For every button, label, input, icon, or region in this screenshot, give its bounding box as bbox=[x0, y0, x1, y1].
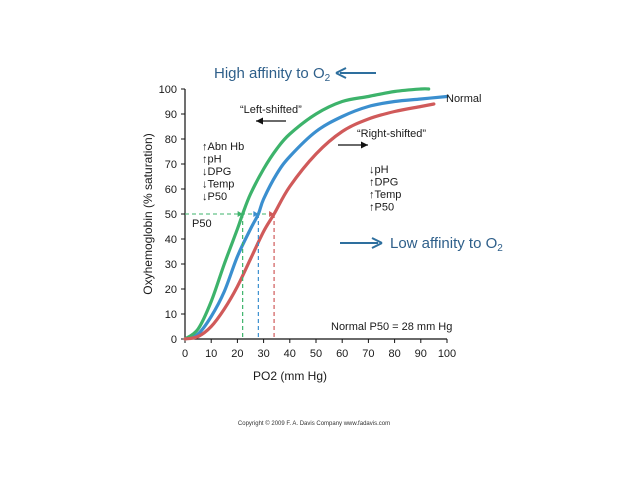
left-factor-item: ↓DPG bbox=[202, 166, 231, 178]
right-factor-item: ↑DPG bbox=[369, 177, 398, 189]
x-tick-label: 30 bbox=[257, 348, 269, 360]
right-shifted-label: “Right-shifted” bbox=[357, 128, 426, 140]
y-tick-label: 50 bbox=[165, 209, 177, 221]
y-tick-label: 70 bbox=[165, 159, 177, 171]
x-tick-label: 70 bbox=[362, 348, 374, 360]
high-affinity-arrow bbox=[335, 67, 376, 79]
x-tick-label: 90 bbox=[415, 348, 427, 360]
left-p50-guide-marker bbox=[237, 211, 243, 217]
right-factor-item: ↑P50 bbox=[369, 202, 394, 214]
x-tick-label: 60 bbox=[336, 348, 348, 360]
left-shifted-label: “Left-shifted” bbox=[240, 104, 302, 116]
y-tick-label: 0 bbox=[171, 334, 177, 346]
y-tick-label: 30 bbox=[165, 259, 177, 271]
right-factor-item: ↓pH bbox=[369, 164, 389, 176]
x-tick-label: 100 bbox=[438, 348, 456, 360]
axes: 0 10 20 30 40 50 60 70 80 90 100 0 10 20 30 40 50 60 70 80 9… bbox=[159, 84, 457, 360]
low-affinity-arrow bbox=[340, 237, 383, 249]
left-factor-item: ↑pH bbox=[202, 154, 222, 166]
y-tick-label: 80 bbox=[165, 134, 177, 146]
right-factor-item: ↑Temp bbox=[369, 189, 401, 201]
curves bbox=[183, 87, 449, 341]
x-axis-title: PO2 (mm Hg) bbox=[253, 369, 327, 383]
x-tick-label: 40 bbox=[284, 348, 296, 360]
left-shifted-curve bbox=[183, 87, 431, 341]
y-axis-title: Oxyhemoglobin (% saturation) bbox=[141, 133, 155, 294]
normal-curve-label: Normal bbox=[446, 93, 481, 105]
x-tick-label: 20 bbox=[231, 348, 243, 360]
y-tick-label: 20 bbox=[165, 284, 177, 296]
y-tick-label: 100 bbox=[159, 84, 177, 96]
y-tick-label: 40 bbox=[165, 234, 177, 246]
x-tick-label: 0 bbox=[182, 348, 188, 360]
p50-label: P50 bbox=[192, 218, 212, 230]
low-affinity-label: Low affinity to O2 bbox=[390, 235, 503, 254]
right-shift-factors: ↓pH↑DPG↑Temp↑P50 bbox=[369, 164, 401, 214]
left-factor-item: ↓Temp bbox=[202, 179, 234, 191]
copyright: Copyright © 2009 F. A. Davis Company www… bbox=[238, 420, 390, 427]
y-tick-label: 10 bbox=[165, 309, 177, 321]
right-p50-guide-marker bbox=[269, 211, 275, 217]
p50-guides bbox=[185, 211, 275, 339]
normal-curve bbox=[183, 94, 449, 341]
normal-p50-guide-marker bbox=[253, 211, 259, 217]
left-factor-item: ↑Abn Hb bbox=[202, 141, 244, 153]
y-tick-label: 60 bbox=[165, 184, 177, 196]
y-tick-label: 90 bbox=[165, 109, 177, 121]
x-tick-label: 10 bbox=[205, 348, 217, 360]
left-shift-factors: ↑Abn Hb↑pH↓DPG↓Temp↓P50 bbox=[202, 141, 244, 203]
x-tick-label: 50 bbox=[310, 348, 322, 360]
left-factor-item: ↓P50 bbox=[202, 191, 227, 203]
normal-p50-note: Normal P50 = 28 mm Hg bbox=[331, 321, 452, 333]
high-affinity-label: High affinity to O2 bbox=[214, 65, 331, 84]
x-tick-label: 80 bbox=[388, 348, 400, 360]
